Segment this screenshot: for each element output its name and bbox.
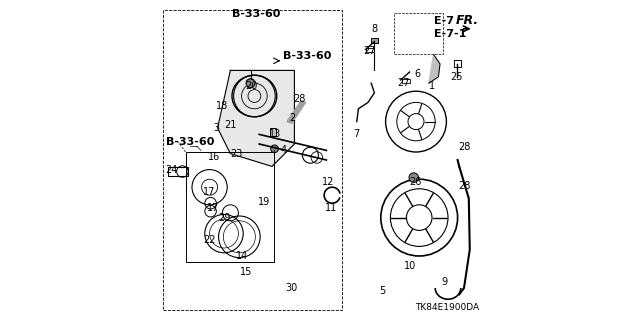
- Polygon shape: [287, 101, 306, 123]
- Text: 21: 21: [224, 120, 237, 130]
- Bar: [270, 128, 276, 136]
- Circle shape: [246, 79, 255, 88]
- Text: 20: 20: [245, 81, 257, 92]
- Text: 17: 17: [204, 187, 216, 197]
- Bar: [454, 60, 461, 67]
- Bar: [371, 38, 378, 43]
- Text: 11: 11: [325, 203, 337, 213]
- Text: TK84E1900DA: TK84E1900DA: [415, 303, 479, 312]
- Polygon shape: [429, 54, 440, 83]
- Text: 6: 6: [415, 68, 420, 79]
- Text: 23: 23: [230, 148, 243, 159]
- Text: 10: 10: [403, 260, 416, 271]
- Text: 28: 28: [293, 94, 305, 104]
- Bar: [186, 152, 274, 262]
- Bar: [168, 167, 188, 176]
- Text: 30: 30: [285, 283, 298, 293]
- Text: 13: 13: [269, 129, 282, 140]
- Text: 29: 29: [218, 212, 230, 223]
- Bar: [402, 79, 410, 83]
- Text: 27: 27: [397, 78, 410, 88]
- Text: 28: 28: [458, 180, 470, 191]
- Text: B-33-60: B-33-60: [232, 9, 280, 20]
- Text: 1: 1: [429, 81, 435, 92]
- Text: 18: 18: [216, 100, 228, 111]
- Text: 5: 5: [380, 286, 385, 296]
- Text: 16: 16: [208, 152, 221, 162]
- Polygon shape: [218, 70, 294, 166]
- Text: 25: 25: [451, 72, 463, 82]
- Text: 24: 24: [165, 164, 177, 175]
- Circle shape: [271, 145, 278, 153]
- Bar: [163, 10, 342, 310]
- Circle shape: [409, 173, 419, 182]
- Text: 3: 3: [213, 123, 219, 133]
- Bar: [394, 13, 444, 54]
- Text: 14: 14: [236, 251, 248, 261]
- Text: 4: 4: [280, 145, 286, 156]
- Text: 15: 15: [240, 267, 253, 277]
- Text: 19: 19: [258, 196, 270, 207]
- Text: 17: 17: [207, 203, 219, 213]
- Text: 2: 2: [290, 113, 296, 124]
- Text: 12: 12: [322, 177, 334, 188]
- Text: B-33-60: B-33-60: [283, 51, 332, 61]
- Text: 28: 28: [458, 142, 470, 152]
- Text: E-7: E-7: [434, 16, 454, 26]
- Text: 26: 26: [409, 177, 422, 188]
- Text: 9: 9: [442, 276, 448, 287]
- Text: B-33-60: B-33-60: [166, 137, 214, 148]
- Text: 7: 7: [354, 129, 360, 140]
- Text: FR.: FR.: [456, 14, 479, 27]
- Text: 8: 8: [371, 24, 378, 34]
- Text: E-7-1: E-7-1: [434, 29, 467, 39]
- Bar: [366, 48, 374, 52]
- Text: 22: 22: [204, 235, 216, 245]
- Text: 27: 27: [364, 46, 376, 56]
